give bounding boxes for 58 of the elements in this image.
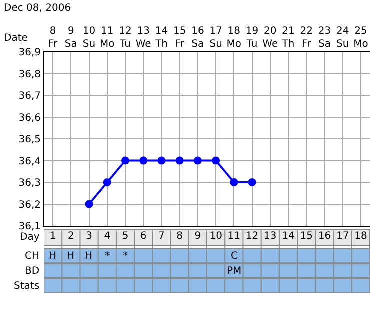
x2-tick-label: 7 — [158, 231, 165, 242]
x2-tick-label: 18 — [354, 231, 368, 242]
text: CH — [25, 251, 40, 262]
x2-tick-label: 12 — [246, 231, 259, 242]
x2-tick-label: 6 — [140, 231, 147, 242]
x-tick-label: 13 We — [136, 26, 152, 50]
x2-tick-label: 13 — [264, 231, 277, 242]
x2-tick-label: 17 — [336, 231, 350, 242]
text: H — [67, 251, 75, 262]
x-axis-title: Date — [4, 33, 28, 44]
x-tick-label: 25 Mo — [354, 26, 368, 50]
text: * — [123, 251, 128, 262]
y-tick-label: 36,6 — [18, 112, 41, 124]
x-tick-label: 17 Su — [210, 26, 222, 50]
y-tick-label: 36,5 — [18, 134, 41, 146]
x-tick-label: 16 Sa — [192, 26, 204, 50]
x-tick-label: 20 We — [262, 26, 278, 50]
y-tick-label: 36,7 — [18, 91, 41, 102]
text: H — [49, 251, 57, 262]
chart-title: Dec 08, 2006 — [4, 3, 72, 14]
text: PM — [227, 266, 242, 277]
y-tick-label: 36,3 — [18, 178, 41, 189]
text: * — [105, 251, 110, 262]
x-tick-label: 23 Sa — [318, 26, 332, 50]
text: Stats — [14, 281, 40, 292]
x2-tick-label: 4 — [104, 231, 111, 242]
x-tick-label: 24 Su — [336, 26, 350, 50]
x2-tick-label: 16 — [318, 231, 332, 242]
x-tick-label: 15 Fr — [173, 26, 186, 50]
x2-tick-label: 2 — [68, 231, 74, 242]
x-tick-label: 9 Sa — [64, 26, 78, 50]
y-tick-label: 36,1 — [18, 222, 41, 232]
x-tick-label: 21 Th — [281, 26, 295, 50]
x2-tick-label: 10 — [210, 231, 222, 242]
x2-tick-label: 3 — [86, 231, 92, 242]
x2-tick-label: 5 — [122, 231, 129, 242]
x-tick-label: 22 Fr — [300, 26, 313, 50]
text: BD — [25, 266, 40, 277]
y-tick-label: 36,8 — [18, 69, 41, 80]
x2-axis-title: Day — [20, 232, 40, 243]
x2-tick-label: 9 — [194, 231, 202, 242]
x-tick-label: 12 Tu — [119, 26, 132, 50]
text: H — [85, 251, 93, 262]
x2-tick-label: 14 — [282, 231, 295, 242]
y-tick-label: 36,2 — [18, 200, 41, 211]
x2-tick-label: 15 — [300, 231, 313, 242]
x2-tick-label: 8 — [176, 231, 184, 242]
x2-tick-label: 1 — [50, 231, 56, 242]
x2-tick-label: 11 — [228, 231, 241, 242]
x-tick-label: 8 Fr — [48, 26, 59, 50]
y-tick-label: 36,9 — [18, 48, 41, 58]
text: C — [231, 251, 238, 262]
x-tick-label: 11 Mo — [100, 26, 115, 50]
x-tick-label: 19 Tu — [246, 26, 259, 50]
x-tick-label: 10 Su — [82, 26, 96, 50]
x-tick-label: 18 Mo — [226, 26, 242, 50]
y-tick-label: 36,4 — [18, 156, 41, 168]
x-tick-label: 14 Th — [154, 26, 168, 50]
